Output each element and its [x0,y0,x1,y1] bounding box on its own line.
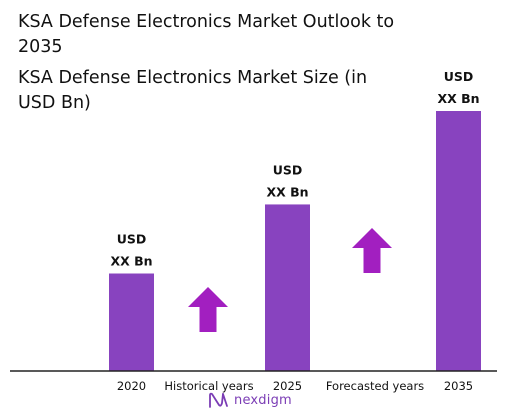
bar-label-2035-2: XX Bn [437,91,479,106]
x-tick-label-2025: 2025 [273,379,302,393]
x-tick-label-2020: 2020 [117,379,146,393]
chart-title: KSA Defense Electronics Market Outlook t… [18,12,395,57]
brand-name: nexdigm [234,392,292,408]
bar-2035 [436,111,481,371]
bar-2025 [265,204,310,371]
up-arrow-icon-forecast [352,228,392,273]
brand-logo: nexdigm [208,391,292,409]
up-arrow-icon-historical [188,287,228,332]
bar-2020 [109,273,154,371]
bar-label-2025-1: USD [273,162,303,177]
bar-label-2025-2: XX Bn [266,184,308,199]
period-label-2: Forecasted years [326,379,424,393]
x-tick-label-2035: 2035 [444,379,473,393]
period-label-1: Historical years [164,379,253,393]
chart-subtitle: KSA Defense Electronics Market Size (in … [18,68,368,113]
bar-label-2020-1: USD [117,232,147,247]
bar-label-2020-2: XX Bn [110,254,152,269]
bar-label-2035-1: USD [444,69,474,84]
nexdigm-logo-icon [209,392,228,408]
